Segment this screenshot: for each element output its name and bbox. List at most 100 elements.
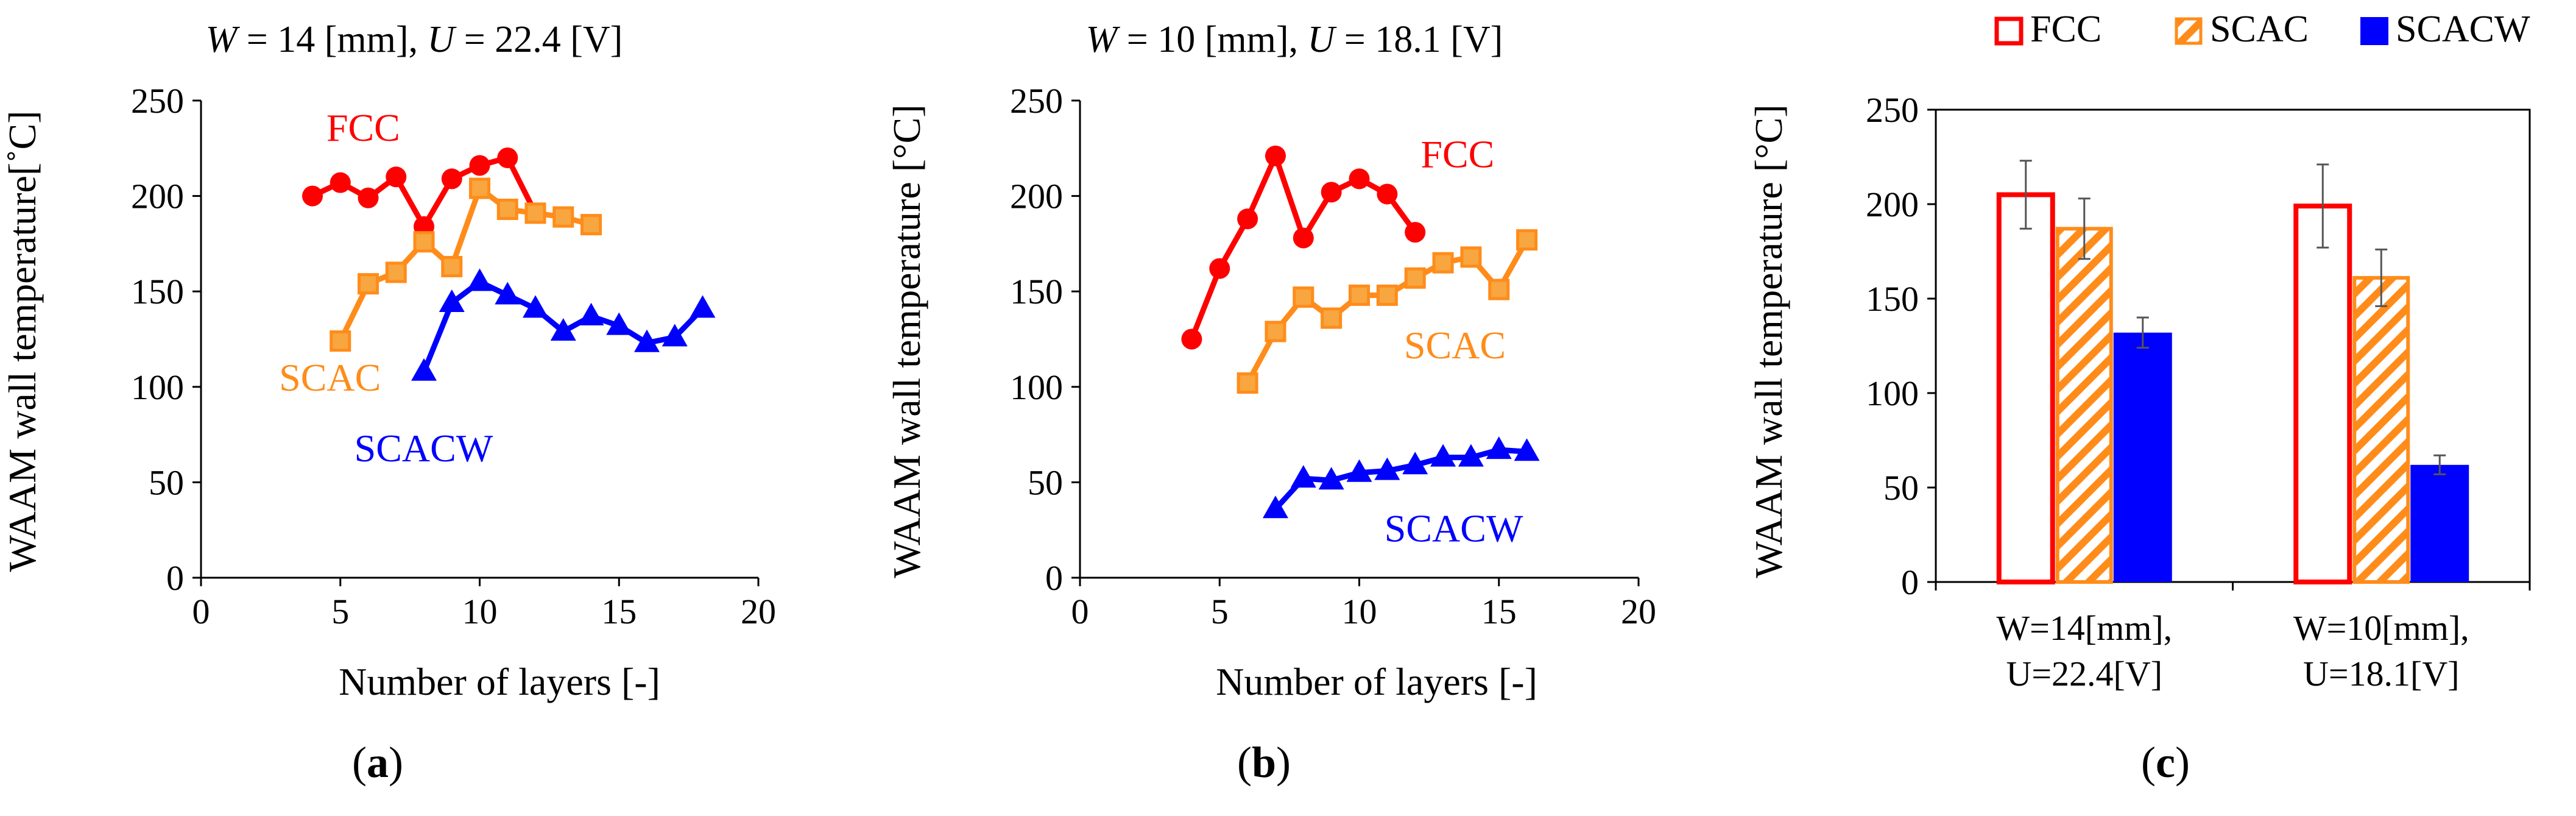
- series-label-scacw: SCACW: [1385, 506, 1523, 550]
- point-scacw: [1514, 438, 1540, 461]
- x-tick-label: 20: [741, 592, 776, 631]
- x-axis-label: Number of layers [-]: [1216, 660, 1537, 703]
- point-scac: [552, 206, 574, 228]
- point-fcc: [1405, 222, 1426, 243]
- y-tick-label: 150: [1866, 279, 1919, 319]
- chart-title: W = 14 [mm], U = 22.4 [V]: [206, 19, 623, 60]
- point-scacw: [1486, 436, 1512, 459]
- y-tick-label: 0: [166, 558, 184, 598]
- legend-label-fcc: FCC: [2030, 9, 2101, 50]
- point-scac: [385, 261, 407, 283]
- point-scac: [496, 199, 518, 221]
- point-scacw: [1262, 495, 1288, 519]
- panel-paren: (: [2141, 738, 2156, 787]
- point-fcc: [1237, 208, 1258, 230]
- point-scacw: [578, 302, 604, 325]
- y-tick-label: 0: [1045, 558, 1063, 598]
- y-axis-label: WAAM wall temperature [°C]: [1747, 104, 1790, 578]
- point-scacw: [467, 268, 493, 291]
- point-scacw: [550, 318, 576, 341]
- point-scacw: [634, 329, 660, 352]
- y-tick-label: 50: [149, 463, 184, 502]
- x-tick-label: 5: [1211, 592, 1229, 631]
- panel-paren: (: [1237, 738, 1252, 787]
- point-fcc: [358, 187, 379, 208]
- chart-title: W = 10 [mm], U = 18.1 [V]: [1086, 19, 1503, 60]
- legend-swatch-scacw: [2360, 17, 2388, 45]
- point-fcc: [469, 155, 490, 176]
- x-tick-label: 15: [1481, 592, 1517, 631]
- x-tick-label: 20: [1621, 592, 1656, 631]
- point-scac: [1293, 286, 1314, 308]
- chart-c: 0 50 100 150 200 250 WAAM wall temperature [°C…: [1747, 9, 2531, 787]
- title-part: U: [428, 19, 457, 60]
- y-tick-label: 150: [1010, 272, 1063, 311]
- point-scacw: [1458, 444, 1484, 467]
- legend-swatch-scac: [2175, 17, 2203, 45]
- title-part: = 14 [mm],: [237, 19, 427, 60]
- point-fcc: [1349, 168, 1370, 190]
- y-tick-label: 0: [1901, 562, 1919, 602]
- point-scac: [441, 255, 463, 277]
- y-tick-label: 250: [1010, 81, 1063, 121]
- y-tick-label: 200: [131, 177, 184, 216]
- title-part: W: [206, 19, 241, 60]
- series-line-scacw: [1273, 447, 1527, 511]
- point-scacw: [411, 358, 437, 381]
- x-axis-label: Number of layers [-]: [339, 660, 660, 703]
- panel-letter: b: [1252, 738, 1276, 787]
- series-line-scac: [337, 185, 592, 342]
- panel-paren: ): [2175, 738, 2190, 787]
- point-fcc: [1321, 182, 1342, 203]
- title-part: = 22.4 [V]: [454, 19, 623, 60]
- bar-scacw: [2113, 332, 2172, 582]
- point-scac: [580, 214, 602, 236]
- category-label-line2: U=22.4[V]: [2006, 654, 2162, 694]
- y-tick-label: 50: [1028, 463, 1063, 502]
- x-tick-label: 15: [601, 592, 637, 631]
- chart-a: 0 50 100 150 200 250 0 5 10 15 20 Number of layers …: [1, 19, 776, 787]
- point-fcc: [497, 147, 518, 168]
- y-tick-label: 150: [131, 272, 184, 311]
- point-scacw: [1430, 444, 1456, 467]
- y-tick-label: 100: [1010, 367, 1063, 407]
- y-axis-label: WAAM wall temperature [°C]: [885, 104, 928, 578]
- point-fcc: [302, 185, 323, 207]
- legend-label-scacw: SCACW: [2396, 9, 2530, 50]
- bar-fcc: [1996, 192, 2055, 584]
- point-fcc: [1209, 258, 1230, 279]
- panel-paren: (: [352, 738, 367, 787]
- point-scac: [469, 177, 490, 199]
- point-scac: [1265, 321, 1286, 342]
- panel-label: (a): [352, 738, 403, 787]
- point-fcc: [330, 172, 351, 193]
- title-part: = 10 [mm],: [1117, 19, 1307, 60]
- point-scac: [413, 231, 435, 253]
- x-tick-label: 0: [192, 592, 210, 631]
- legend-swatch-fcc: [1994, 16, 2024, 46]
- point-scac: [1404, 267, 1426, 289]
- point-scac: [1321, 307, 1343, 329]
- point-scac: [1237, 372, 1258, 394]
- category-label-line1: W=10[mm],: [2293, 608, 2469, 648]
- y-tick-label: 200: [1010, 177, 1063, 216]
- point-fcc: [1181, 328, 1202, 350]
- point-scacw: [495, 282, 521, 305]
- x-tick-label: 5: [331, 592, 349, 631]
- y-tick-label: 100: [1866, 374, 1919, 413]
- bar-scacw: [2410, 464, 2469, 582]
- point-scac: [1516, 229, 1538, 251]
- y-axis-label: WAAM wall temperature[˚C]: [1, 110, 44, 572]
- point-scacw: [1402, 452, 1428, 475]
- panel-letter: c: [2156, 738, 2175, 787]
- point-fcc: [441, 168, 462, 190]
- y-tick-label: 250: [1866, 90, 1919, 130]
- point-scacw: [606, 312, 632, 335]
- point-scac: [358, 273, 379, 295]
- series-label-scacw: SCACW: [355, 427, 493, 470]
- point-scac: [1376, 284, 1398, 306]
- point-scacw: [662, 324, 688, 347]
- point-scacw: [1346, 459, 1372, 482]
- series-label-scac: SCAC: [279, 356, 381, 399]
